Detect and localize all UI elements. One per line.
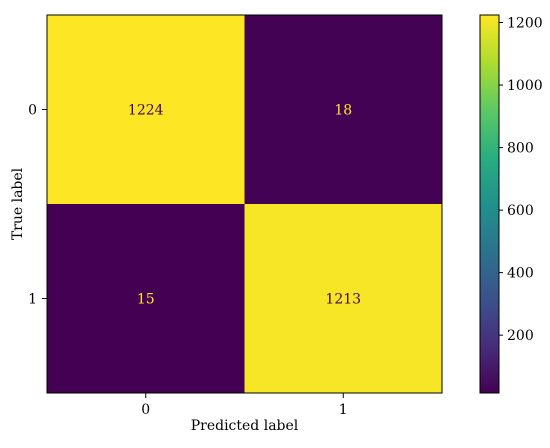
colorbar-tick-label: 400: [507, 266, 534, 282]
colorbar-ticks: 200 400 600 800 1000 1200: [499, 16, 543, 344]
cell-value-0-0: 1224: [128, 103, 164, 119]
heatmap-cell-1-1: [244, 204, 442, 393]
cell-value-1-0: 15: [137, 292, 155, 308]
y-tick-label: 1: [28, 292, 37, 308]
colorbar: [479, 14, 500, 394]
cell-value-labels: 1224 18 15 1213: [128, 103, 361, 308]
plot-frame: [46, 14, 443, 394]
colorbar-tick-label: 1000: [507, 78, 543, 94]
colorbar-tick-label: 600: [507, 203, 534, 219]
cell-value-0-1: 18: [334, 103, 352, 119]
heatmap-cell-0-1: [244, 15, 442, 204]
y-axis-ticks: 01: [28, 103, 47, 308]
x-tick-label: 1: [339, 402, 348, 418]
heatmap-cells: [47, 15, 442, 393]
colorbar-tick-label: 1200: [507, 16, 543, 32]
x-axis-label: Predicted label: [191, 418, 299, 434]
y-tick-label: 0: [28, 103, 37, 119]
heatmap-cell-0-0: [47, 15, 245, 204]
x-tick-label: 0: [141, 402, 150, 418]
colorbar-tick-label: 800: [507, 141, 534, 157]
heatmap-cell-1-0: [47, 204, 245, 393]
y-axis-label: True label: [10, 167, 26, 240]
cell-value-1-1: 1213: [325, 292, 361, 308]
colorbar-tick-label: 200: [507, 328, 534, 344]
